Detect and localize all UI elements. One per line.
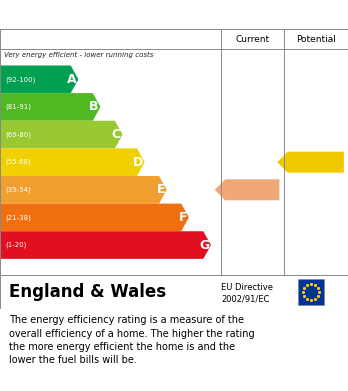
Text: EU Directive: EU Directive bbox=[221, 283, 273, 292]
Text: (69-80): (69-80) bbox=[5, 131, 31, 138]
Text: G: G bbox=[199, 239, 209, 251]
Text: 2002/91/EC: 2002/91/EC bbox=[221, 294, 269, 303]
Text: F: F bbox=[179, 211, 187, 224]
Polygon shape bbox=[0, 176, 167, 204]
Polygon shape bbox=[0, 65, 78, 93]
Text: Energy Efficiency Rating: Energy Efficiency Rating bbox=[9, 7, 230, 22]
Polygon shape bbox=[0, 204, 189, 231]
Text: (81-91): (81-91) bbox=[5, 104, 31, 110]
Polygon shape bbox=[0, 148, 145, 176]
Text: (55-68): (55-68) bbox=[5, 159, 31, 165]
Text: Not energy efficient - higher running costs: Not energy efficient - higher running co… bbox=[4, 251, 154, 257]
Text: (39-54): (39-54) bbox=[5, 187, 31, 193]
Text: E: E bbox=[157, 183, 165, 196]
Polygon shape bbox=[0, 121, 122, 148]
Text: England & Wales: England & Wales bbox=[9, 283, 166, 301]
Text: Current: Current bbox=[235, 34, 269, 43]
Text: C: C bbox=[112, 128, 121, 141]
Text: (92-100): (92-100) bbox=[5, 76, 35, 83]
Text: Potential: Potential bbox=[296, 34, 336, 43]
Polygon shape bbox=[0, 93, 101, 121]
Polygon shape bbox=[0, 231, 211, 259]
Text: (1-20): (1-20) bbox=[5, 242, 26, 248]
Polygon shape bbox=[215, 179, 279, 200]
Text: D: D bbox=[133, 156, 143, 169]
Bar bbox=[298, 279, 324, 305]
Text: 48: 48 bbox=[246, 183, 262, 196]
Text: The energy efficiency rating is a measure of the
overall efficiency of a home. T: The energy efficiency rating is a measur… bbox=[9, 316, 254, 365]
Polygon shape bbox=[277, 152, 344, 173]
Text: 62: 62 bbox=[309, 156, 326, 169]
Text: Very energy efficient - lower running costs: Very energy efficient - lower running co… bbox=[4, 52, 153, 57]
Text: (21-38): (21-38) bbox=[5, 214, 31, 221]
Text: B: B bbox=[89, 100, 99, 113]
Text: A: A bbox=[67, 73, 77, 86]
